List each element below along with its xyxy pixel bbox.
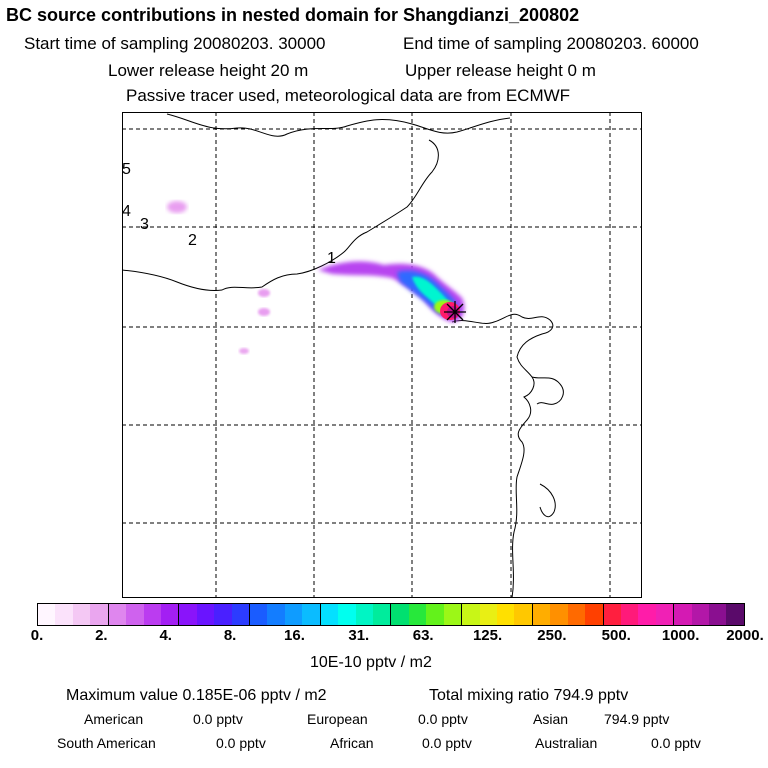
- colorbar-segment: [302, 604, 321, 625]
- plume-blob: [239, 348, 249, 354]
- tracer-note: Passive tracer used, meteorological data…: [126, 86, 571, 105]
- region-name: African: [330, 735, 374, 751]
- day-label: 5: [122, 161, 131, 178]
- colorbar-segment: [179, 604, 197, 625]
- colorbar-segment: [550, 604, 568, 625]
- plume-blob: [258, 308, 270, 316]
- region-value: 794.9 pptv: [604, 711, 670, 727]
- colorbar-segment: [214, 604, 232, 625]
- total-mixing-ratio: Total mixing ratio 794.9 pptv: [429, 687, 629, 704]
- colorbar-segment: [160, 604, 180, 625]
- colorbar-segment: [426, 604, 444, 625]
- upper-release-height: Upper release height 0 m: [405, 61, 596, 80]
- colorbar-segment: [231, 604, 251, 625]
- region-name: American: [84, 711, 144, 727]
- colorbar-tick-label: 125.: [472, 627, 503, 644]
- colorbar-segment: [355, 604, 374, 625]
- region-name: Australian: [535, 735, 598, 751]
- end-time-label: End time of sampling 20080203. 60000: [403, 34, 699, 53]
- day-label: 2: [188, 232, 197, 249]
- colorbar-segment: [479, 604, 497, 625]
- colorbar-segment: [126, 604, 144, 625]
- colorbar-tick-label: 250.: [537, 627, 567, 644]
- colorbar-segment: [338, 604, 356, 625]
- tracer-plume: [167, 201, 465, 354]
- region-value: 0.0 pptv: [422, 735, 472, 751]
- colorbar-segment: [391, 604, 409, 625]
- plume-blob-west: [167, 201, 187, 213]
- start-time-label: Start time of sampling 20080203. 30000: [24, 34, 326, 53]
- map-panel: 1 2 3 4 5: [122, 112, 642, 598]
- boundaries: [122, 113, 564, 598]
- colorbar-tick-label: 0.: [30, 627, 44, 644]
- colorbar-segment: [462, 604, 480, 625]
- colorbar-tick-label: 4.: [159, 627, 172, 644]
- colorbar-segment: [585, 604, 604, 625]
- colorbar-tick-label: 1000.: [661, 627, 700, 644]
- colorbar-segment: [196, 604, 215, 625]
- colorbar-tick-label: 8.: [223, 627, 237, 644]
- colorbar-segment: [267, 604, 285, 625]
- colorbar-segment: [320, 604, 339, 625]
- region-value: 0.0 pptv: [216, 735, 266, 751]
- region-name: South American: [57, 735, 156, 751]
- colorbar-tick-label: 500.: [601, 627, 631, 644]
- colorbar-segment: [373, 604, 392, 625]
- colorbar-segment: [620, 604, 639, 625]
- colorbar-segment: [603, 604, 621, 625]
- colorbar-segment: [532, 604, 551, 625]
- region-value: 0.0 pptv: [193, 711, 243, 727]
- colorbar-segment: [709, 604, 727, 625]
- region-value: 0.0 pptv: [651, 735, 701, 751]
- colorbar-segment: [90, 604, 109, 625]
- region-name: European: [307, 711, 368, 727]
- colorbar-segment: [108, 604, 127, 625]
- colorbar-segment: [567, 604, 586, 625]
- lower-release-height: Lower release height 20 m: [108, 61, 309, 80]
- colorbar-segment: [443, 604, 463, 625]
- station-marker-icon: [444, 301, 466, 323]
- colorbar-segment: [38, 604, 56, 625]
- day-label: 4: [122, 203, 131, 220]
- colorbar-segment: [143, 604, 161, 625]
- region-value: 0.0 pptv: [418, 711, 468, 727]
- max-value: Maximum value 0.185E-06 pptv / m2: [66, 687, 327, 704]
- map-canvas: 1 2 3 4 5: [122, 112, 642, 598]
- colorbar-tick-label: 31.: [348, 627, 370, 644]
- colorbar-segment: [726, 604, 744, 625]
- colorbar-units: 10E-10 pptv / m2: [310, 654, 432, 671]
- colorbar-tick-label: 2.: [95, 627, 108, 644]
- colorbar-segment: [408, 604, 427, 625]
- day-label: 3: [140, 216, 149, 233]
- colorbar-segment: [514, 604, 533, 625]
- region-name: Asian: [533, 711, 569, 727]
- colorbar-segment: [638, 604, 656, 625]
- plume-blob: [258, 289, 270, 297]
- colorbar-segment: [250, 604, 268, 625]
- colorbar-segment: [655, 604, 675, 625]
- colorbar: [37, 603, 745, 626]
- colorbar-segment: [55, 604, 73, 625]
- colorbar-segment: [72, 604, 91, 625]
- graticule: [122, 112, 642, 598]
- colorbar-segment: [284, 604, 303, 625]
- colorbar-segment: [496, 604, 515, 625]
- colorbar-tick-label: 2000.: [726, 627, 764, 644]
- day-label: 1: [327, 250, 336, 267]
- colorbar-tick-label: 16.: [284, 627, 305, 644]
- colorbar-segment: [674, 604, 692, 625]
- plot-title: BC source contributions in nested domain…: [6, 5, 580, 25]
- colorbar-segment: [691, 604, 710, 625]
- colorbar-tick-label: 63.: [412, 627, 434, 644]
